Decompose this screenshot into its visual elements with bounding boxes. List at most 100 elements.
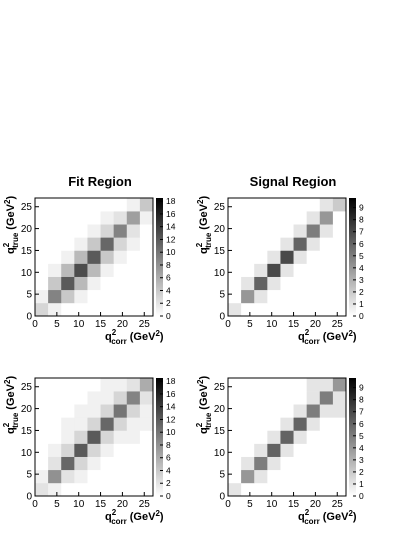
x-tick-label: 20 <box>117 499 129 510</box>
heatmap-cell <box>319 378 334 392</box>
heatmap-cell <box>254 391 268 405</box>
heatmap-cell <box>254 198 268 212</box>
color-bar-label: 18 <box>166 376 176 386</box>
heatmap-cell <box>267 289 281 304</box>
heatmap-cell <box>126 276 141 291</box>
heatmap-cell <box>319 211 334 225</box>
heatmap-cell <box>87 250 101 264</box>
heatmap-cell <box>241 224 255 238</box>
heatmap-cell <box>254 482 268 497</box>
heatmap-cell <box>280 302 294 317</box>
heatmap-cell <box>74 378 88 392</box>
heatmap-cell <box>254 250 268 264</box>
chart-title: Fit Region <box>68 174 132 189</box>
label-part: (GeV <box>323 331 349 343</box>
plot-frame <box>227 377 347 497</box>
heatmap-cell <box>113 391 128 405</box>
heatmap-cell <box>319 417 334 431</box>
heatmap-cell <box>241 417 255 431</box>
heatmap-cell <box>61 224 75 238</box>
heatmap-cell <box>100 378 114 392</box>
color-bar-label: 2 <box>166 478 171 488</box>
color-bar-label: 10 <box>166 247 176 257</box>
heatmap-cell <box>293 378 307 392</box>
heatmap-cell <box>241 404 255 418</box>
label-part: ) <box>160 331 164 343</box>
color-bar-label: 14 <box>166 222 176 232</box>
label-part: (GeV <box>130 511 156 523</box>
heatmap-cell <box>48 263 62 277</box>
heatmap-cell <box>126 469 141 484</box>
heatmap-cell <box>319 224 334 238</box>
y-tick-label: 20 <box>21 224 33 235</box>
heatmap-cell <box>126 378 141 392</box>
heatmap-cell <box>228 469 242 484</box>
heatmap-cell <box>293 237 307 251</box>
heatmap-cell <box>319 302 334 317</box>
label-part: (GeV <box>5 383 17 409</box>
heatmap-cell <box>61 456 75 471</box>
heatmap-cell <box>293 276 307 291</box>
heatmap-cell <box>293 482 307 497</box>
y-tick-label: 25 <box>21 382 33 393</box>
x-tick-label: 15 <box>288 499 300 510</box>
heatmap-cell <box>48 289 62 304</box>
heatmap-cell <box>35 224 49 238</box>
label-part: corr <box>304 517 320 526</box>
heatmap-cell <box>267 263 281 277</box>
heatmap-cell <box>280 276 294 291</box>
label-part: q <box>298 331 305 343</box>
color-bar-label: 10 <box>166 427 176 437</box>
label-part: 2 <box>196 199 205 204</box>
plot-frame <box>34 197 154 317</box>
heatmap-cell <box>74 211 88 225</box>
heatmap-cell <box>48 469 62 484</box>
heatmap-cell <box>241 443 255 457</box>
heatmap-cell <box>61 378 75 392</box>
x-tick-label: 20 <box>310 499 322 510</box>
heatmap-cell <box>254 263 268 277</box>
heatmap-cell <box>228 404 242 418</box>
heatmap-cell <box>113 404 128 418</box>
chart-title: Signal Region <box>250 174 337 189</box>
heatmap-cell <box>87 417 101 431</box>
color-bar-label: 8 <box>166 260 171 270</box>
heatmap-cell <box>61 430 75 444</box>
heatmap-cell <box>87 276 101 291</box>
y-tick-label: 20 <box>214 224 226 235</box>
heatmap-cell <box>87 456 101 471</box>
y-tick-label: 15 <box>21 426 33 437</box>
heatmap-cell <box>126 198 141 212</box>
heatmap-cell <box>306 443 321 457</box>
heatmap-cell <box>126 391 141 405</box>
heatmap-cell <box>35 289 49 304</box>
heatmap-cell <box>113 430 128 444</box>
heatmap-cell <box>139 250 154 264</box>
heatmap-cell <box>35 456 49 471</box>
heatmap-cell <box>48 378 62 392</box>
heatmap-cell <box>241 289 255 304</box>
heatmap-cell <box>87 224 101 238</box>
heatmap-cell <box>139 469 154 484</box>
label-part: corr <box>111 337 127 346</box>
plot-frame <box>227 197 347 317</box>
heatmap-cell <box>267 456 281 471</box>
heatmap-cell <box>100 211 114 225</box>
heatmap-cell <box>87 404 101 418</box>
x-tick-label: 15 <box>95 319 107 330</box>
label-part: 2 <box>305 328 310 337</box>
heatmap-cell <box>332 482 347 497</box>
x-tick-label: 10 <box>73 319 85 330</box>
color-bar-label: 6 <box>359 239 364 249</box>
heatmap-cell <box>306 276 321 291</box>
heatmap-cell <box>35 378 49 392</box>
heatmap-cell <box>319 443 334 457</box>
heatmap-cell <box>293 469 307 484</box>
label-part: 2 <box>112 328 117 337</box>
heatmap-cell <box>332 456 347 471</box>
heatmap-cell <box>100 469 114 484</box>
heatmap-cell <box>280 404 294 418</box>
heatmap-cell <box>126 443 141 457</box>
label-part: true <box>204 412 213 428</box>
heatmap-cell <box>306 378 321 392</box>
